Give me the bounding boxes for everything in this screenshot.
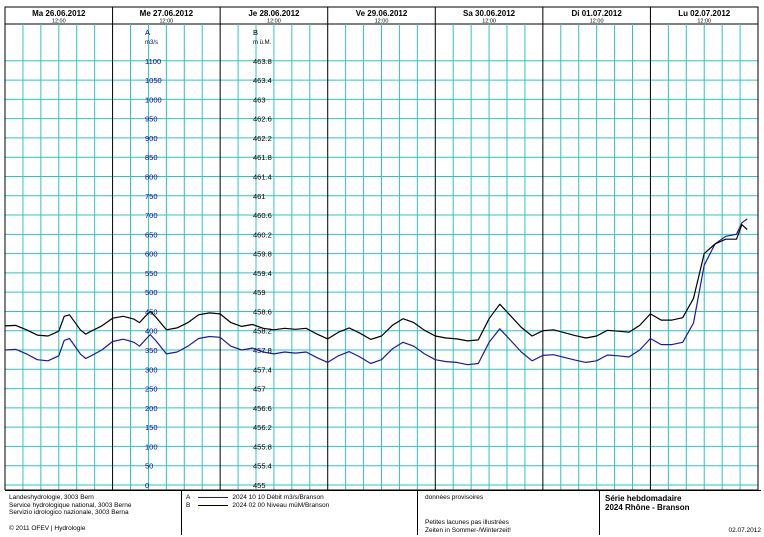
axis-b-tick-label: 463.8 [253, 57, 272, 66]
print-date: 02.07.2012 [728, 527, 761, 534]
axis-a-name: A [145, 28, 150, 37]
noon-label: 12:00 [482, 19, 496, 25]
footer-notes: données provisoires Petites lacunes pas … [425, 491, 595, 535]
footer-organization: Landeshydrologie, 3003 Bern Service hydr… [9, 491, 179, 535]
axis-a-tick-label: 500 [145, 288, 158, 297]
legend-entry-b: B 2024 02 00 Niveau müM/Branson [186, 502, 329, 510]
noon-label: 12:00 [159, 19, 173, 25]
axis-a-tick-label: 700 [145, 211, 158, 220]
axis-a-tick-label: 800 [145, 172, 158, 181]
legend-letter-b: B [186, 502, 191, 509]
axis-a-tick-label: 0 [145, 481, 149, 490]
legend-text-b: 2024 02 00 Niveau müM/Branson [232, 502, 330, 509]
axis-a-tick-label: 100 [145, 442, 158, 451]
copyright: © 2011 OFEV | Hydrologie [9, 525, 86, 532]
time-note: Zeiten in Sommer-/Winterzeit! [425, 527, 511, 534]
provisional-note: données provisoires [425, 494, 484, 501]
axis-a-tick-label: 900 [145, 134, 158, 143]
day-label: Di 01.07.2012 [572, 9, 623, 18]
axis-b-tick-label: 457.8 [253, 346, 272, 355]
axis-b-tick-label: 456.6 [253, 404, 272, 413]
series-lines [4, 218, 748, 366]
day-label: Ve 29.06.2012 [356, 9, 408, 18]
day-label: Ma 26.06.2012 [32, 9, 86, 18]
grid [4, 6, 759, 490]
chart-footer: Landeshydrologie, 3003 Bern Service hydr… [5, 490, 761, 535]
footer-divider [417, 491, 418, 535]
series-line-discharge [4, 218, 748, 366]
gap-note: Petites lacunes pas illustrées [425, 519, 509, 526]
series-line-level [4, 224, 748, 342]
axis-b-tick-label: 457.4 [253, 365, 272, 374]
legend-swatch-a [198, 496, 229, 498]
org-line-fr: Service hydrologique national, 3003 Bern… [9, 501, 132, 509]
day-label: Je 28.06.2012 [248, 9, 300, 18]
axis-b-tick-label: 461.4 [253, 172, 272, 181]
axis-a-tick-label: 1000 [145, 95, 162, 104]
axis-a-unit: m3/s [145, 40, 158, 46]
noon-label: 12:00 [590, 19, 604, 25]
axis-b-tick-label: 459 [253, 288, 266, 297]
noon-label: 12:00 [52, 19, 66, 25]
axis-b-tick-label: 460.2 [253, 230, 272, 239]
series-type-title: Série hebdomadaire [605, 494, 682, 503]
axis-b-tick-label: 459.4 [253, 269, 272, 278]
axis-b-tick-label: 463 [253, 95, 266, 104]
axis-b-tick-label: 455.4 [253, 462, 272, 471]
axis-b-unit: m ü.M. [253, 40, 272, 46]
value-axes: Am3/sBm ü.M.1100105010009509008508007507… [145, 28, 272, 490]
axis-a-tick-label: 1050 [145, 76, 162, 85]
legend-letter-a: A [186, 494, 191, 501]
axis-b-tick-label: 462.2 [253, 134, 272, 143]
axis-b-name: B [253, 28, 258, 37]
chart-frame [4, 6, 759, 490]
axis-b-tick-label: 457 [253, 385, 266, 394]
axis-a-tick-label: 750 [145, 192, 158, 201]
axis-b-tick-label: 455 [253, 481, 266, 490]
axis-b-tick-label: 461.8 [253, 153, 272, 162]
axis-a-tick-label: 300 [145, 365, 158, 374]
axis-a-tick-label: 950 [145, 115, 158, 124]
noon-label: 12:00 [375, 19, 389, 25]
axis-a-tick-label: 150 [145, 423, 158, 432]
axis-b-tick-label: 462.6 [253, 115, 272, 124]
org-line-de: Landeshydrologie, 3003 Bern [9, 494, 94, 501]
axis-a-tick-label: 600 [145, 250, 158, 259]
axis-b-tick-label: 460.6 [253, 211, 272, 220]
station-title: 2024 Rhône - Branson [605, 503, 690, 512]
axis-b-tick-label: 461 [253, 192, 266, 201]
axis-b-tick-label: 458.6 [253, 307, 272, 316]
axis-b-tick-label: 459.8 [253, 250, 272, 259]
day-label: Sa 30.06.2012 [463, 9, 516, 18]
axis-b-tick-label: 458.2 [253, 327, 272, 336]
noon-label: 12:00 [267, 19, 281, 25]
org-line-it: Servizio idrologico nazionale, 3003 Bern… [9, 509, 129, 516]
footer-divider [181, 491, 182, 535]
axis-a-tick-label: 400 [145, 327, 158, 336]
footer-divider [599, 491, 600, 535]
day-label: Lu 02.07.2012 [678, 9, 731, 18]
axis-a-tick-label: 50 [145, 462, 153, 471]
footer-legend: A 2024 10 10 Débit m3/s/Branson B 2024 02 … [182, 491, 417, 535]
axis-a-tick-label: 200 [145, 404, 158, 413]
axis-b-tick-label: 463.4 [253, 76, 272, 85]
legend-entry-a: A 2024 10 10 Débit m3/s/Branson [186, 494, 324, 502]
axis-a-tick-label: 250 [145, 385, 158, 394]
axis-a-tick-label: 1100 [145, 57, 161, 66]
axis-a-tick-label: 350 [145, 346, 158, 355]
axis-b-tick-label: 456.2 [253, 423, 272, 432]
axis-a-tick-label: 650 [145, 230, 158, 239]
legend-text-a: 2024 10 10 Débit m3/s/Branson [232, 494, 324, 501]
noon-label: 12:00 [697, 19, 711, 25]
axis-a-tick-label: 850 [145, 153, 158, 162]
legend-swatch-b [198, 504, 229, 506]
day-label: Me 27.06.2012 [140, 9, 194, 18]
axis-b-tick-label: 455.8 [253, 442, 272, 451]
axis-a-tick-label: 550 [145, 269, 158, 278]
footer-title: Série hebdomadaire 2024 Rhône - Branson … [605, 491, 761, 535]
